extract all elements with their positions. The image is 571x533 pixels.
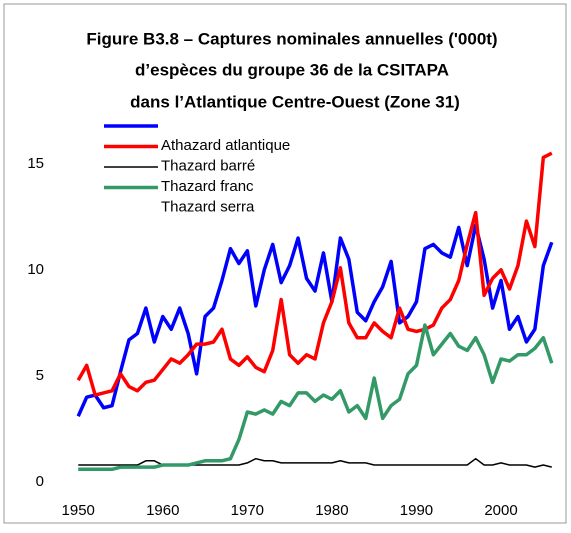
chart-title: dans l’Atlantique Centre-Ouest (Zone 31) [130, 92, 460, 111]
legend-label: Athazard atlantique [161, 137, 290, 154]
legend-label: Thazard barré [161, 157, 255, 174]
legend-label: Thazard franc [161, 178, 254, 195]
x-tick-label: 1950 [62, 502, 95, 519]
x-tick-label: 1970 [231, 502, 264, 519]
y-tick-label: 15 [27, 155, 44, 172]
series-line [76, 151, 553, 397]
x-tick-label: 1990 [400, 502, 433, 519]
legend-label: Thazard serra [161, 198, 255, 215]
chart-title: d’espèces du groupe 36 de la CSITAPA [135, 60, 449, 79]
y-tick-label: 0 [36, 473, 44, 490]
chart-title: Figure B3.8 – Captures nominales annuell… [86, 29, 497, 48]
series-line [78, 457, 552, 468]
y-tick-label: 5 [36, 367, 44, 384]
y-tick-label: 10 [27, 261, 44, 278]
series-line [76, 223, 554, 417]
series-line [78, 323, 554, 472]
x-tick-label: 1980 [315, 502, 348, 519]
x-tick-label: 2000 [484, 502, 517, 519]
x-tick-label: 1960 [146, 502, 179, 519]
frame [3, 3, 567, 524]
